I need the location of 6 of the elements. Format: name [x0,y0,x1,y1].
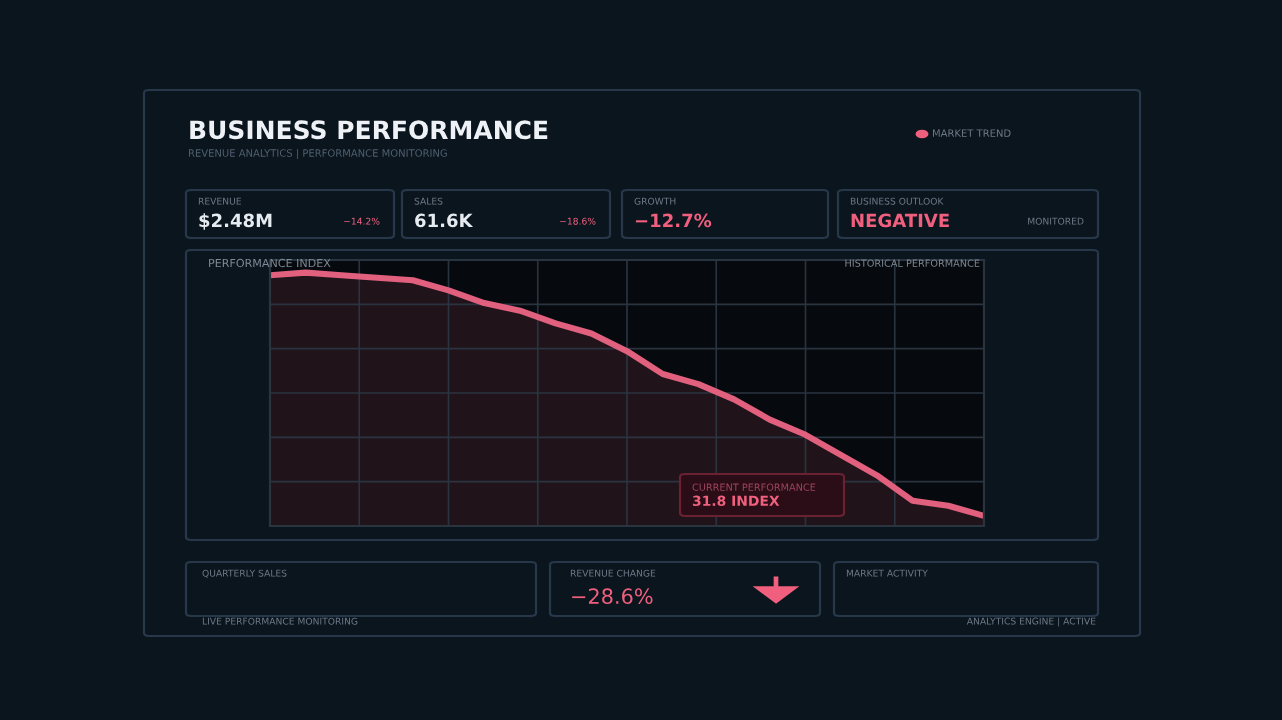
text: $2.48M [199,213,272,230]
text: −12.7% [635,213,712,228]
text: 61.6K [415,213,474,228]
text: NEGATIVE [851,213,949,228]
text: −28.6% [572,588,653,605]
text: BUSINESS PERFORMANCE [190,120,548,140]
